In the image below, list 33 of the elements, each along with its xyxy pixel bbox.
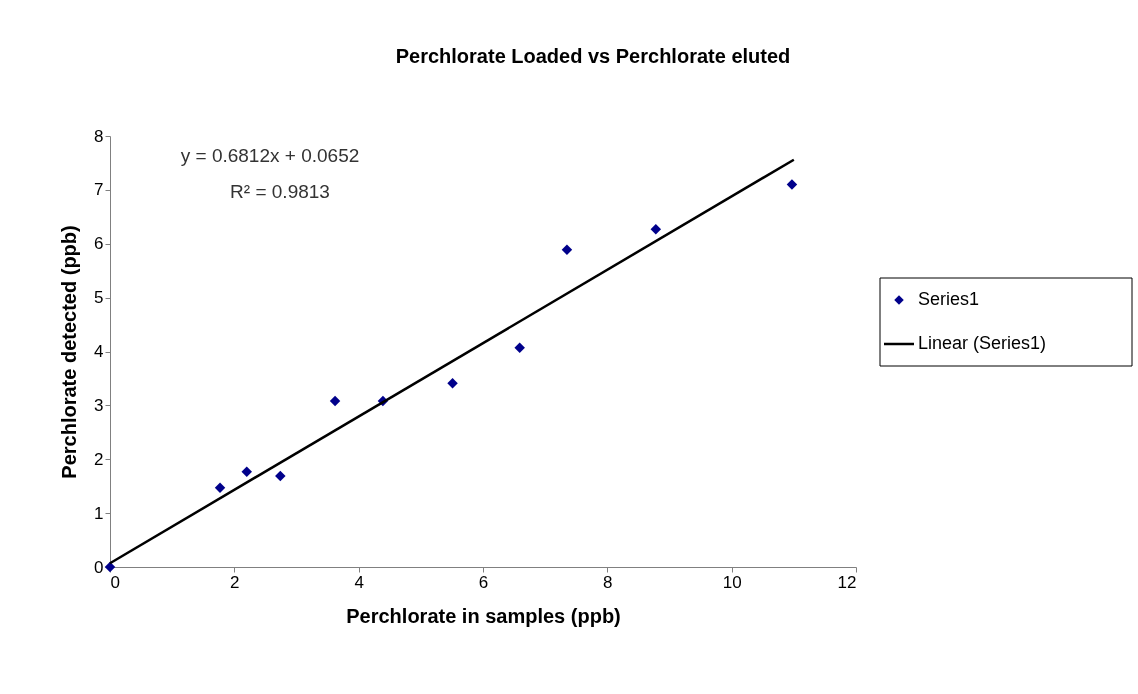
point xyxy=(786,179,798,190)
annotation: y = 0.6812x + 0.0652 xyxy=(180,145,360,166)
y-tick-label: 8 xyxy=(94,126,104,146)
x-axis-title: Perchlorate in samples (ppb) xyxy=(346,604,621,627)
y-tick-label: 6 xyxy=(94,234,104,254)
y-tick-label: 7 xyxy=(94,180,104,200)
legend-label: Linear (Series1) xyxy=(918,333,1047,353)
y-tick-label: 0 xyxy=(94,557,104,577)
y-tick-label: 2 xyxy=(94,449,104,469)
y-tick-label: 1 xyxy=(94,503,104,523)
y-tick-label: 4 xyxy=(94,342,104,361)
legend-label: Series1 xyxy=(918,289,980,309)
x-tick-label: 10 xyxy=(722,572,742,592)
y-tick-label: 3 xyxy=(94,395,104,415)
x-tick-label: 0 xyxy=(110,572,120,592)
point xyxy=(329,395,341,407)
point xyxy=(650,223,662,235)
chart-title: Perchlorate Loaded vs Perchlorate eluted xyxy=(395,45,791,67)
point xyxy=(514,342,525,353)
x-tick-label: 8 xyxy=(603,572,613,592)
x-tick-label: 6 xyxy=(478,572,489,592)
y-tick-label: 5 xyxy=(94,288,104,308)
point xyxy=(561,244,573,255)
y-axis-title: Perchlorate detected (ppb) xyxy=(58,225,81,479)
point xyxy=(447,378,458,389)
point xyxy=(104,561,116,573)
x-tick-label: 12 xyxy=(837,572,857,592)
x-tick-label: 4 xyxy=(354,572,364,592)
x-tick-label: 2 xyxy=(230,572,240,592)
point xyxy=(275,470,286,482)
annotation: R² = 0.9813 xyxy=(230,181,330,202)
point xyxy=(241,466,253,477)
point xyxy=(214,482,226,494)
